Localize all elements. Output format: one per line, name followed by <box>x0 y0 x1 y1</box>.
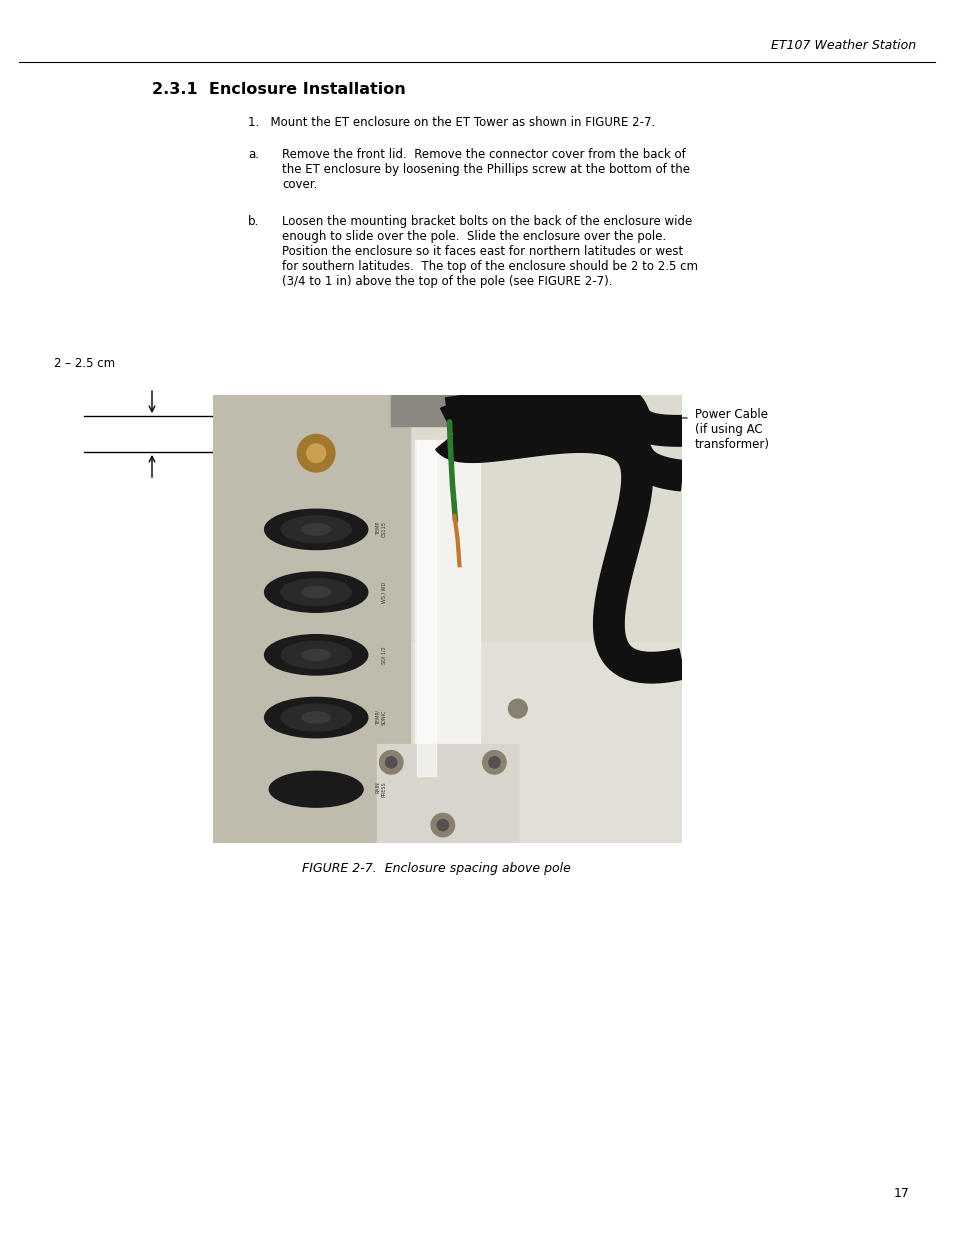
Text: TEMP
CS115: TEMP CS115 <box>375 521 386 537</box>
Text: WS / WD: WS / WD <box>381 582 386 603</box>
Polygon shape <box>436 422 684 683</box>
Ellipse shape <box>264 635 368 676</box>
Bar <box>391 395 503 426</box>
Polygon shape <box>440 396 683 490</box>
Ellipse shape <box>302 650 330 661</box>
Ellipse shape <box>302 524 330 535</box>
Bar <box>410 395 681 844</box>
Ellipse shape <box>281 704 351 731</box>
Text: Ground
Wire: Ground Wire <box>554 543 597 571</box>
Bar <box>213 395 410 844</box>
Circle shape <box>488 757 499 768</box>
Text: TEMP/
SONIC: TEMP/ SONIC <box>375 710 386 725</box>
Ellipse shape <box>264 698 368 737</box>
Circle shape <box>436 820 448 831</box>
Ellipse shape <box>281 579 351 605</box>
Text: Remove the front lid.  Remove the connector cover from the back of
the ET enclos: Remove the front lid. Remove the connect… <box>282 148 689 191</box>
Text: 2 – 2.5 cm: 2 – 2.5 cm <box>54 357 115 370</box>
Text: a.: a. <box>248 148 258 161</box>
Circle shape <box>431 814 454 837</box>
Circle shape <box>379 751 402 774</box>
Text: SDI 1/2: SDI 1/2 <box>381 646 386 663</box>
Ellipse shape <box>269 772 363 808</box>
Text: b.: b. <box>248 215 259 228</box>
Polygon shape <box>445 383 681 446</box>
Ellipse shape <box>302 587 330 598</box>
Text: 1.   Mount the ET enclosure on the ET Tower as shown in FIGURE 2-7.: 1. Mount the ET enclosure on the ET Towe… <box>248 116 655 128</box>
Text: Loosen the mounting bracket bolts on the back of the enclosure wide
enough to sl: Loosen the mounting bracket bolts on the… <box>282 215 698 288</box>
Text: 2.3.1  Enclosure Installation: 2.3.1 Enclosure Installation <box>152 82 405 98</box>
Text: Power Cable
(if using AC
transformer): Power Cable (if using AC transformer) <box>695 408 769 451</box>
Ellipse shape <box>264 509 368 550</box>
Circle shape <box>307 443 325 463</box>
Ellipse shape <box>302 711 330 724</box>
Text: FIGURE 2-7.  Enclosure spacing above pole: FIGURE 2-7. Enclosure spacing above pole <box>301 862 570 876</box>
Circle shape <box>508 699 527 718</box>
Text: RAIN
PRESS: RAIN PRESS <box>375 782 386 797</box>
Ellipse shape <box>281 516 351 543</box>
Bar <box>410 395 681 641</box>
Bar <box>376 745 517 844</box>
Text: COM Cable
(if using phone or
short-haul modem): COM Cable (if using phone or short-haul … <box>554 655 667 698</box>
Ellipse shape <box>281 641 351 668</box>
Bar <box>416 440 436 776</box>
Circle shape <box>482 751 506 774</box>
Circle shape <box>385 757 396 768</box>
Text: 17: 17 <box>893 1187 909 1200</box>
Text: ET107 Weather Station: ET107 Weather Station <box>770 40 915 52</box>
Circle shape <box>297 435 335 472</box>
Ellipse shape <box>264 572 368 613</box>
Bar <box>415 440 479 776</box>
